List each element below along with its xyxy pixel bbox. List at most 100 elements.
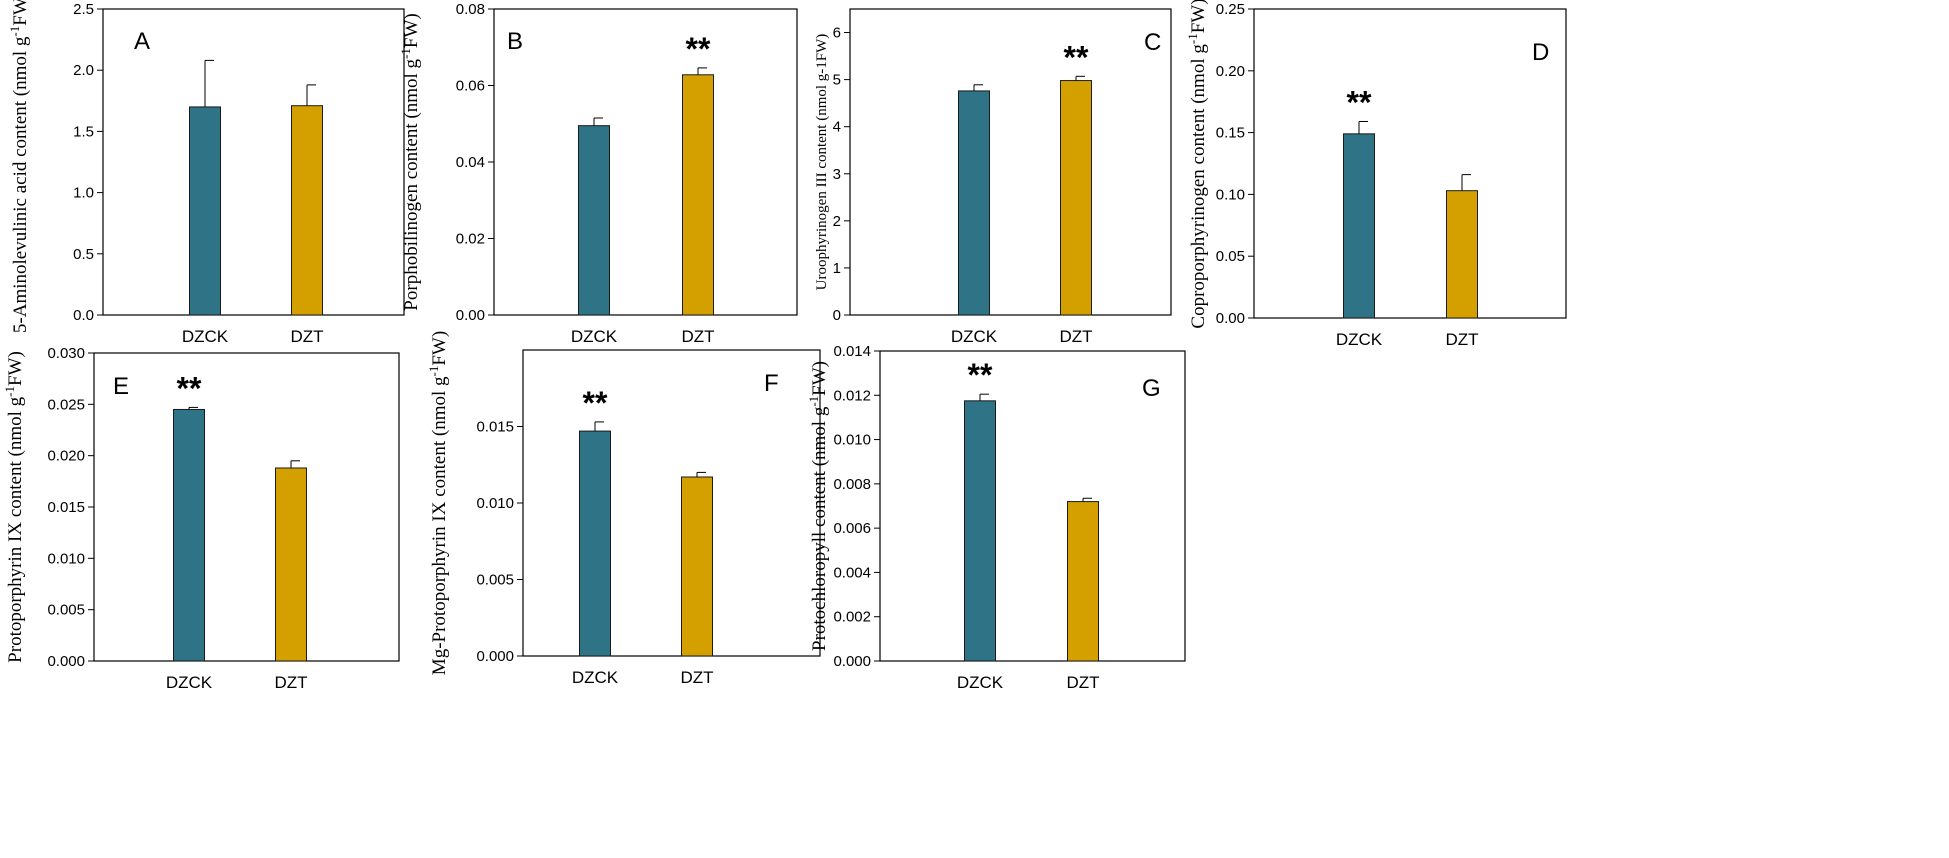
ytick-label-c-4: 4: [833, 119, 841, 136]
panel-f: 0.000 0.005 0.010 0.015 DZCK ** DZT F Mg-Protopo…: [426, 331, 821, 687]
ytick-label-b-2: 0.04: [456, 154, 485, 171]
category-label-a-dzck: DZCK: [182, 327, 229, 346]
y-axis-label-a: 5-Aminolevulinic acid content (nmol g-1F…: [7, 0, 31, 333]
ytick-label-e-0: 0.000: [47, 653, 85, 670]
y-axis-label-unit-g: FW): [809, 361, 830, 396]
ytick-label-f-0: 0.000: [476, 648, 514, 665]
panel-b: 0.00 0.02 0.04 0.06 0.08 DZCK DZT ** B Porphobili…: [398, 1, 798, 346]
ytick-label-a-4: 2.0: [73, 62, 94, 79]
ytick-label-g-0: 0.000: [833, 653, 871, 670]
significance-mark-f-dzck: **: [583, 385, 608, 421]
panel-letter-e: E: [113, 373, 129, 400]
y-axis-label-b: Porphobilinogen content (nmol g-1FW): [398, 13, 422, 310]
y-axis-label-unit-a: FW): [10, 0, 31, 26]
y-axis-label-unit-e: FW): [5, 351, 26, 386]
category-label-g-dzck: DZCK: [957, 673, 1004, 692]
y-axis-label-main-e: Protoporphyrin IX content (nmol g: [5, 396, 26, 662]
ytick-label-c-1: 1: [833, 260, 841, 277]
y-axis-label-sup-e: -1: [2, 386, 17, 397]
bar-c-dzt: [1060, 80, 1092, 316]
plot-frame-c: [849, 8, 1172, 316]
category-label-b-dzck: DZCK: [571, 327, 618, 346]
y-axis-label-unit-d: FW): [1188, 0, 1209, 33]
ytick-label-g-2: 0.004: [833, 564, 871, 581]
ytick-label-g-1: 0.002: [833, 609, 871, 626]
ytick-label-g-5: 0.010: [833, 432, 871, 449]
panel-a: 0.0 0.5 1.0 1.5 2.0 2.5 DZCK DZT A 5-Aminolevulin…: [7, 0, 405, 346]
category-label-c-dzt: DZT: [1059, 327, 1092, 346]
panel-letter-b: B: [507, 28, 523, 55]
y-axis-label-main-g: Protochloropyll content (nmol g: [809, 406, 830, 651]
ytick-label-b-0: 0.00: [456, 307, 485, 324]
ytick-label-d-3: 0.15: [1216, 125, 1245, 142]
ytick-label-b-3: 0.06: [456, 78, 485, 95]
bar-a-dzt: [291, 105, 323, 316]
y-axis-label-sup-d: -1: [1185, 33, 1200, 44]
y-axis-label-main-d: Coproporphyrinogen content (nmol g: [1188, 44, 1209, 329]
category-label-d-dzck: DZCK: [1336, 330, 1383, 349]
panel-g: 0.000 0.002 0.004 0.006 0.008 0.010 0.012 0.014…: [806, 343, 1186, 692]
y-axis-label-sup-b: -1: [398, 48, 413, 59]
category-label-e-dzt: DZT: [274, 673, 307, 692]
y-axis-label-sup-a: -1: [7, 26, 22, 37]
category-label-d-dzt: DZT: [1445, 330, 1478, 349]
y-axis-label-main-c: Uroophyrinogen III content (nmol g-1FW): [814, 34, 830, 291]
category-label-c-dzck: DZCK: [951, 327, 998, 346]
bar-g-dzt: [1067, 501, 1099, 662]
ytick-label-c-5: 5: [833, 72, 841, 89]
y-axis-label-sup-g: -1: [806, 396, 821, 407]
y-axis-label-d: Coproporphyrinogen content (nmol g-1FW): [1185, 0, 1209, 329]
significance-mark-g-dzck: **: [968, 357, 993, 393]
ytick-label-c-2: 2: [833, 213, 841, 230]
ytick-label-g-3: 0.006: [833, 520, 871, 537]
y-axis-label-unit-f: FW): [429, 331, 450, 366]
bar-f-dzt: [681, 476, 713, 657]
ytick-label-f-2: 0.010: [476, 495, 514, 512]
ytick-label-c-0: 0: [833, 307, 841, 324]
significance-mark-c-dzt: **: [1064, 39, 1089, 75]
ytick-label-g-6: 0.012: [833, 387, 871, 404]
y-axis-label-f: Mg-Protoporphyrin IX content (nmol g-1FW…: [426, 331, 450, 675]
ytick-label-e-4: 0.020: [47, 448, 85, 465]
significance-mark-b-dzt: **: [686, 31, 711, 67]
bar-e-dzt: [275, 467, 307, 662]
category-label-g-dzt: DZT: [1066, 673, 1099, 692]
bar-f-dzck: [579, 430, 611, 657]
ytick-label-f-1: 0.005: [476, 572, 514, 589]
ytick-label-c-3: 3: [833, 166, 841, 183]
ytick-label-b-4: 0.08: [456, 1, 485, 18]
ytick-label-d-0: 0.00: [1216, 310, 1245, 327]
category-label-f-dzck: DZCK: [572, 668, 619, 687]
panel-letter-g: G: [1142, 375, 1161, 402]
ytick-label-c-6: 6: [833, 25, 841, 42]
category-label-a-dzt: DZT: [290, 327, 323, 346]
category-label-b-dzt: DZT: [681, 327, 714, 346]
ytick-label-d-1: 0.05: [1216, 248, 1245, 265]
ytick-label-a-5: 2.5: [73, 1, 94, 18]
y-axis-label-main-a: 5-Aminolevulinic acid content (nmol g: [10, 36, 31, 333]
ytick-label-e-6: 0.030: [47, 345, 85, 362]
y-axis-label-g: Protochloropyll content (nmol g-1FW): [806, 361, 830, 651]
ytick-label-g-7: 0.014: [833, 343, 871, 360]
panel-c: 0 1 2 3 4 5 6 DZCK DZT ** C Uroophyrinogen III cont…: [814, 8, 1172, 346]
bar-d-dzt: [1446, 190, 1478, 319]
panel-letter-c: C: [1144, 29, 1161, 56]
panel-letter-a: A: [134, 28, 150, 55]
plot-frame-a: [102, 8, 405, 316]
ytick-label-a-2: 1.0: [73, 185, 94, 202]
significance-mark-e-dzck: **: [177, 370, 202, 406]
y-axis-label-c: Uroophyrinogen III content (nmol g-1FW): [814, 34, 830, 291]
panel-letter-d: D: [1532, 39, 1549, 66]
panel-e: 0.000 0.005 0.010 0.015 0.020 0.025 0.030 DZCK *…: [2, 345, 400, 692]
plot-frame-e: [93, 352, 400, 662]
ytick-label-d-4: 0.20: [1216, 63, 1245, 80]
plot-frame-d: [1253, 8, 1567, 319]
ytick-label-a-1: 0.5: [73, 246, 94, 263]
ytick-label-e-2: 0.010: [47, 550, 85, 567]
bar-a-dzck: [189, 106, 221, 316]
ytick-label-f-3: 0.015: [476, 419, 514, 436]
y-axis-label-main-b: Porphobilinogen content (nmol g: [401, 58, 422, 310]
bar-b-dzt: [682, 74, 714, 316]
significance-mark-d-dzck: **: [1347, 84, 1372, 120]
